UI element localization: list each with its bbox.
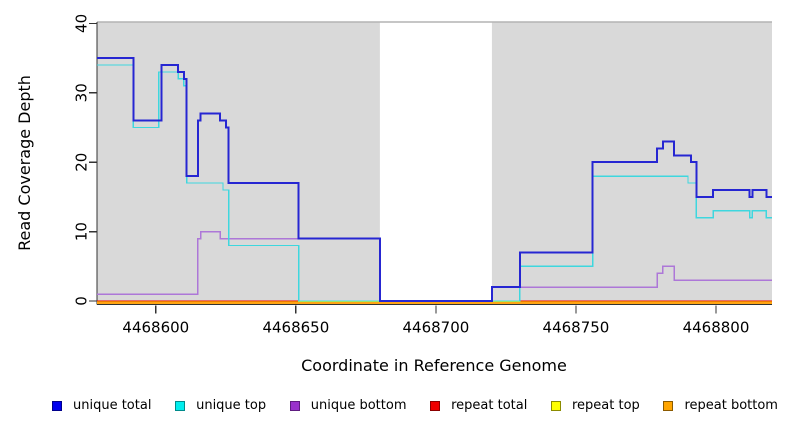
legend-item-unique-top: unique top bbox=[175, 398, 266, 413]
legend-item-repeat-total: repeat total bbox=[430, 398, 527, 413]
legend-item-repeat-bottom: repeat bottom bbox=[663, 398, 778, 413]
legend-label: unique top bbox=[196, 398, 267, 413]
x-tick-label: 4468800 bbox=[683, 319, 750, 337]
legend-item-unique-bottom: unique bottom bbox=[289, 398, 407, 413]
y-tick-label: 10 bbox=[73, 222, 91, 241]
x-axis-label: Coordinate in Reference Genome bbox=[301, 356, 567, 375]
x-tick-label: 4468600 bbox=[122, 319, 189, 337]
legend-label: repeat total bbox=[451, 398, 528, 413]
x-tick-label: 4468700 bbox=[402, 319, 469, 337]
x-tick-label: 4468750 bbox=[543, 319, 610, 337]
legend-label: unique bottom bbox=[310, 398, 407, 413]
y-tick-label: 40 bbox=[73, 14, 91, 33]
y-tick-label: 20 bbox=[73, 153, 91, 172]
shaded-region bbox=[97, 22, 380, 305]
chart-svg: 0 10 20 30 40 4468600 4468650 4468700 4468750 446… bbox=[15, 14, 772, 337]
legend-label: repeat bottom bbox=[684, 398, 778, 413]
y-tick-label: 30 bbox=[73, 83, 91, 102]
legend-swatch bbox=[52, 400, 62, 411]
x-tick-label: 4468650 bbox=[262, 319, 329, 337]
legend-label: repeat top bbox=[572, 398, 640, 413]
legend-swatch bbox=[175, 400, 186, 411]
legend-item-repeat-top: repeat top bbox=[551, 398, 640, 413]
line-unique-total bbox=[97, 57, 772, 302]
legend: unique total unique top unique bottom repea… bbox=[0, 398, 792, 413]
legend-item-unique-total: unique total bbox=[52, 398, 151, 413]
shaded-region bbox=[491, 22, 772, 305]
legend-swatch bbox=[551, 400, 561, 411]
plot-area: 0 10 20 30 40 4468600 4468650 4468700 4468750 446… bbox=[73, 14, 772, 337]
y-tick-label: 0 bbox=[73, 296, 91, 306]
legend-swatch bbox=[289, 400, 300, 411]
legend-swatch bbox=[663, 400, 674, 411]
y-axis-label: Read Coverage Depth bbox=[15, 75, 34, 251]
legend-label: unique total bbox=[73, 398, 152, 413]
legend-swatch bbox=[430, 400, 441, 411]
